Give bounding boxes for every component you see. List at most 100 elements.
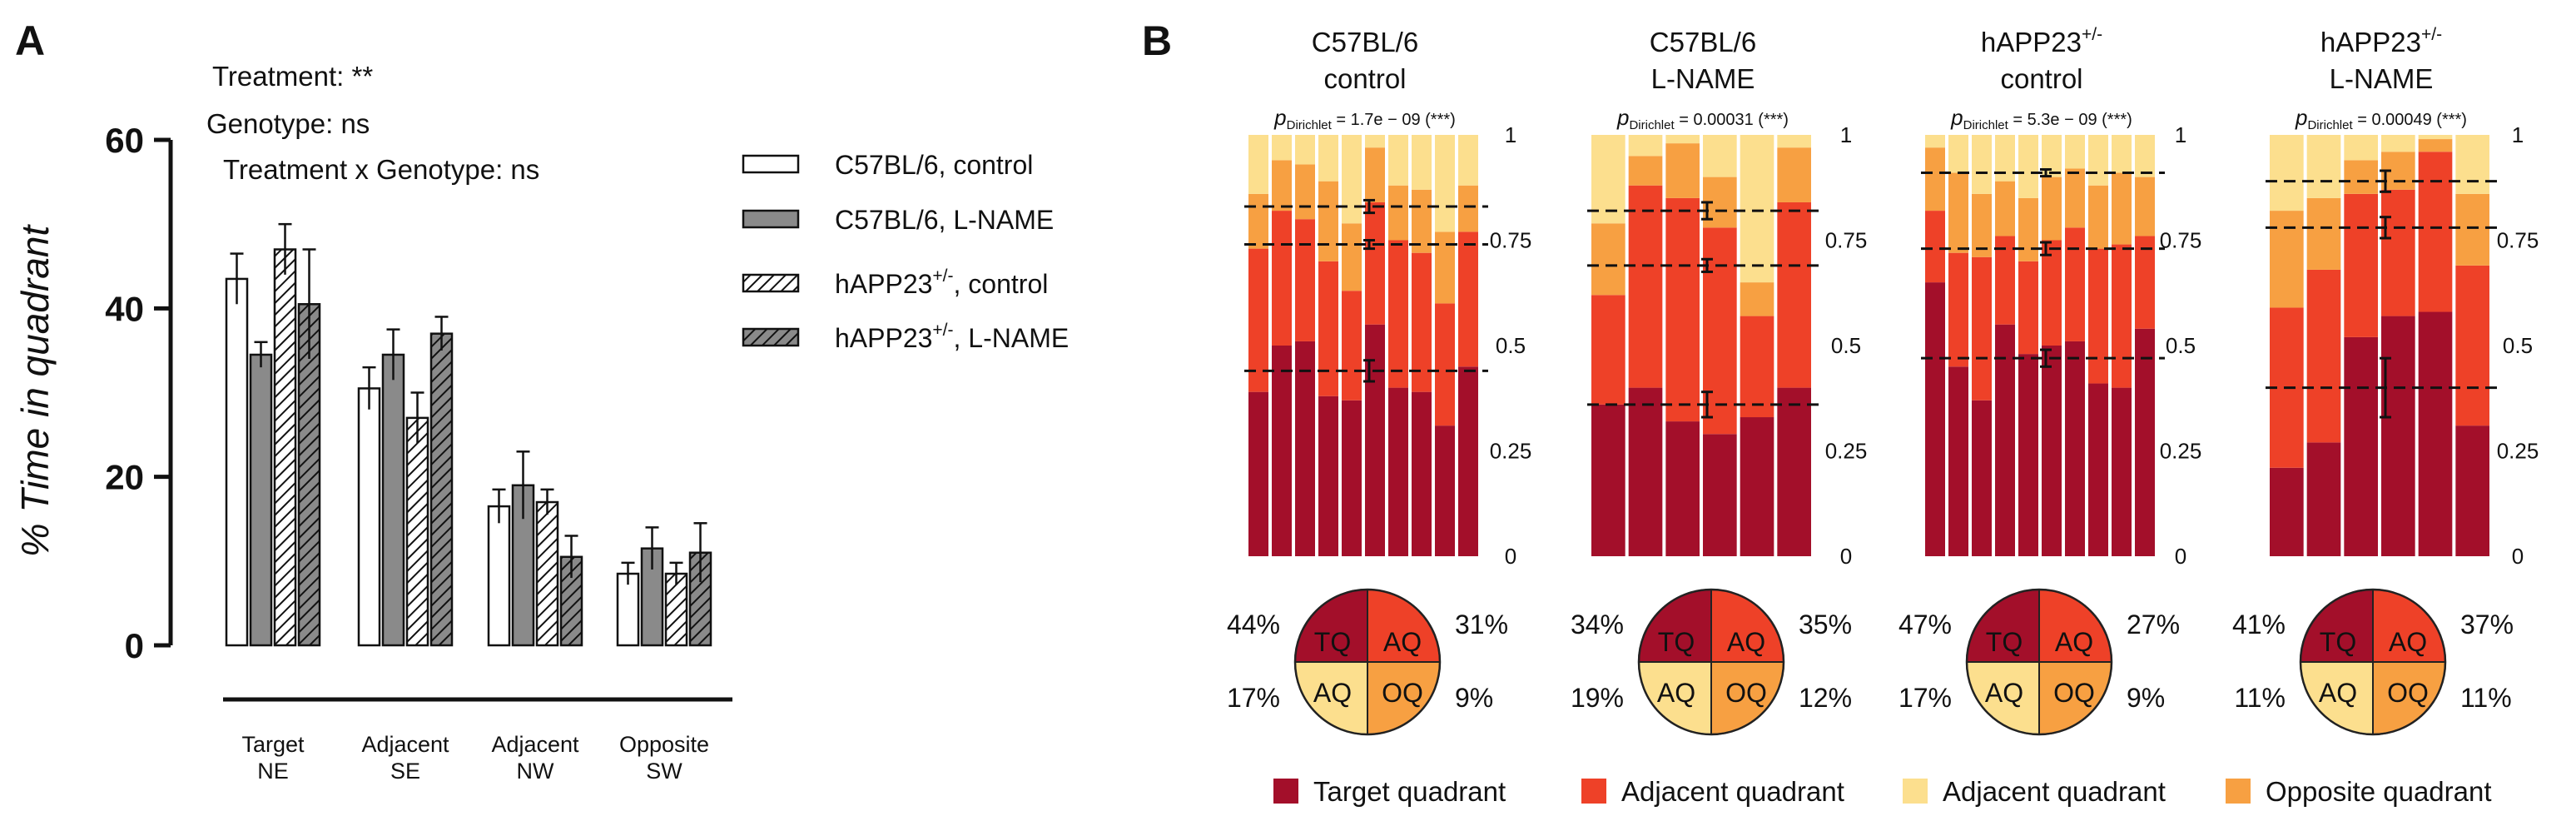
chart-subtitle: control (2000, 63, 2082, 94)
chart-title: hAPP23+/- (2320, 25, 2442, 57)
stack-segment (1272, 211, 1292, 346)
stack-segment (1777, 135, 1811, 148)
stack-segment (1295, 164, 1315, 220)
y-tick-label: 0.5 (1496, 333, 1526, 358)
stack-segment (1435, 231, 1455, 304)
stack-segment (1703, 434, 1737, 556)
x-tick-label: NE (257, 759, 289, 784)
panel-b-label: B (1142, 17, 1172, 64)
legend-label-happ-lname: hAPP23+/-, L-NAME (835, 321, 1069, 353)
legend-swatch (1273, 779, 1298, 804)
pie-percent-label: 27% (2127, 610, 2180, 639)
stack-segment (2065, 135, 2085, 169)
stack-segment (1925, 282, 1945, 556)
y-tick-label: 40 (105, 289, 144, 328)
pie-percent-label: 34% (1571, 610, 1624, 639)
stack-segment (1665, 197, 1700, 422)
legend-item: Opposite quadrant (2226, 776, 2492, 807)
bar (297, 303, 321, 647)
x-tick-label: NW (517, 759, 554, 784)
y-tick-label: 0.75 (2160, 228, 2202, 253)
stack-segment (1703, 227, 1737, 435)
chart-title: hAPP23+/- (1981, 25, 2102, 57)
bar (273, 248, 297, 647)
legend-item: Target quadrant (1273, 776, 1506, 807)
stack-segment (1435, 425, 1455, 556)
bar (249, 353, 273, 647)
stack-segment (2065, 168, 2085, 228)
stack-segment (2088, 185, 2108, 249)
pie-percent-label: 17% (1227, 683, 1280, 713)
chart-title: C57BL/6 (1650, 27, 1756, 57)
pie-percent-label: 44% (1227, 610, 1280, 639)
stack-segment (2418, 311, 2453, 556)
stack-segment (1342, 135, 1362, 224)
x-tick-label: Opposite (619, 732, 709, 757)
stack-segment (2455, 265, 2489, 426)
y-tick-label: 0 (125, 626, 144, 665)
stack-segment (1365, 202, 1385, 325)
stack-segment (1972, 193, 1992, 257)
stack-segment (2018, 197, 2038, 261)
stack-segment (2088, 248, 2108, 384)
stack-segment (1777, 387, 1811, 556)
stacked-chart-2: C57BL/6 L-NAME pDirichlet = 0.00031 (***) 0… (1571, 27, 1867, 736)
pie-percent-label: 17% (1898, 683, 1952, 713)
pie-percent-label: 37% (2460, 610, 2514, 639)
stack-segment (1295, 219, 1315, 341)
stack-segment (2418, 152, 2453, 312)
stack-segment (2381, 135, 2415, 152)
stack-segment (1248, 391, 1268, 556)
stack-segment (2418, 135, 2453, 140)
stat-genotype: Genotype: ns (206, 108, 370, 139)
y-tick-label: 1 (1840, 122, 1852, 147)
pie-quadrant-label: AQ (1657, 678, 1695, 708)
legend-label: Adjacent quadrant (1943, 776, 2166, 807)
stack-segment (2306, 269, 2341, 443)
pie-percent-label: 12% (1799, 683, 1852, 713)
pie-quadrant-label: TQ (2320, 627, 2356, 657)
stack-segment (1435, 135, 1455, 232)
legend-swatch (1581, 779, 1606, 804)
pie-quadrant-label: AQ (1985, 678, 2023, 708)
legend-label: Opposite quadrant (2266, 776, 2492, 807)
stack-segment (1628, 135, 1663, 157)
stacked-chart-1: C57BL/6 control pDirichlet = 1.7e − 09 (**… (1227, 27, 1531, 736)
stack-segment (1591, 223, 1626, 296)
stack-segment (2344, 193, 2378, 337)
legend-item: Adjacent quadrant (1581, 776, 1844, 807)
stack-segment (1318, 135, 1338, 182)
y-tick-label: 60 (105, 121, 144, 160)
stack-segment (1295, 135, 1315, 165)
bar (357, 387, 381, 647)
chart-title: C57BL/6 (1312, 27, 1418, 57)
p-value-label: pDirichlet = 5.3e − 09 (***) (1950, 105, 2132, 132)
bar (381, 353, 405, 647)
stack-segment (1972, 135, 1992, 194)
pie-quadrant-label: TQ (1986, 627, 2023, 657)
pie-outline (1637, 588, 1785, 736)
stack-segment (1342, 223, 1362, 291)
stack-segment (2018, 135, 2038, 198)
p-value-label: pDirichlet = 0.00031 (***) (1616, 105, 1789, 132)
x-tick-label: Target (241, 732, 305, 757)
legend-swatch (1903, 779, 1928, 804)
stack-segment (1703, 135, 1737, 177)
stack-segment (1740, 417, 1774, 556)
y-axis-label: % Time in quadrant (13, 224, 57, 558)
y-tick-label: 0 (2512, 544, 2524, 569)
panel-a-label: A (15, 17, 45, 64)
pie-percent-label: 31% (1455, 610, 1508, 639)
stack-segment (2381, 189, 2415, 316)
legend-swatch-hatch-gray (742, 327, 800, 347)
stack-segment (1318, 181, 1338, 261)
stack-segment (1591, 135, 1626, 224)
pie-percent-label: 9% (2127, 683, 2165, 713)
y-tick-label: 0 (1505, 544, 1516, 569)
pie-percent-label: 47% (1898, 610, 1952, 639)
panel-b-legend: Target quadrant Adjacent quadrant Adjacent… (1273, 776, 2492, 807)
legend-swatch-hatch (742, 273, 800, 293)
stack-segment (2270, 211, 2304, 308)
stack-segment (1628, 156, 1663, 186)
